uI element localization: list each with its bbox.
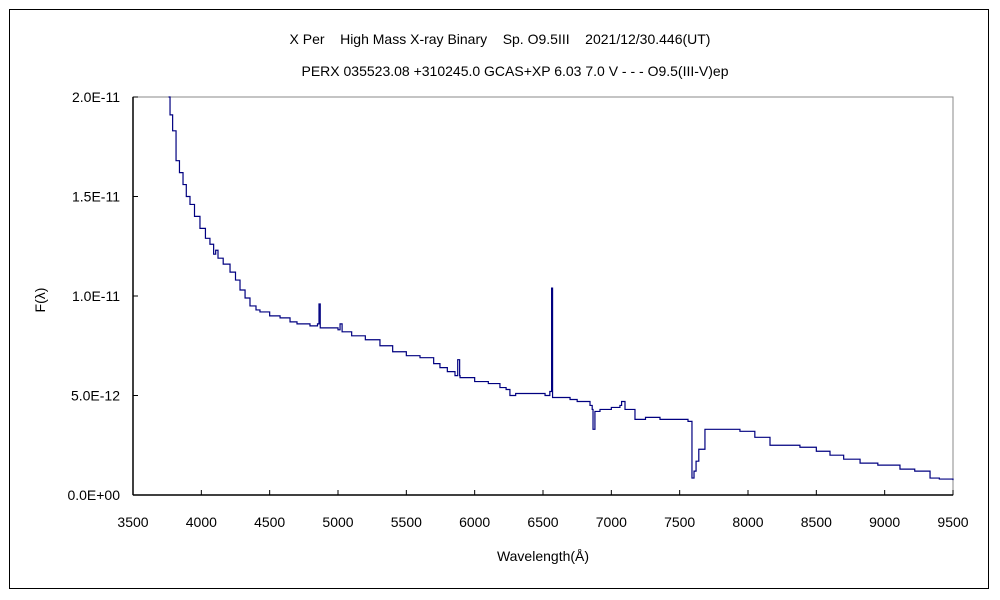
x-tick-label: 4500 — [254, 514, 285, 530]
x-tick-label: 3500 — [117, 514, 148, 530]
x-tick-label: 5500 — [391, 514, 422, 530]
x-tick-label: 8000 — [732, 514, 763, 530]
x-tick-label: 4000 — [186, 514, 217, 530]
y-axis-label: F(λ) — [32, 288, 48, 313]
plot-area — [132, 96, 954, 496]
x-tick-label: 6000 — [459, 514, 490, 530]
chart-subtitle: PERX 035523.08 +310245.0 GCAS+XP 6.03 7.… — [301, 63, 729, 79]
y-tick-label: 2.0E-11 — [72, 89, 120, 105]
x-axis-label: Wavelength(Å) — [497, 548, 589, 564]
y-tick-label: 1.5E-11 — [72, 189, 120, 205]
chart-frame — [9, 9, 989, 589]
x-tick-label: 6500 — [527, 514, 558, 530]
y-tick-label: 5.0E-12 — [71, 388, 120, 404]
x-tick-label: 5000 — [322, 514, 353, 530]
x-tick-label: 9500 — [937, 514, 968, 530]
spectrum-line — [168, 96, 954, 481]
y-tick-label: 1.0E-11 — [72, 288, 120, 304]
x-tick-label: 9000 — [869, 514, 900, 530]
x-tick-label: 7500 — [664, 514, 695, 530]
x-tick-label: 7000 — [596, 514, 627, 530]
chart-title: X Per High Mass X-ray Binary Sp. O9.5III… — [289, 31, 711, 47]
y-tick-label: 0.0E+00 — [67, 487, 120, 503]
x-tick-label: 8500 — [801, 514, 832, 530]
